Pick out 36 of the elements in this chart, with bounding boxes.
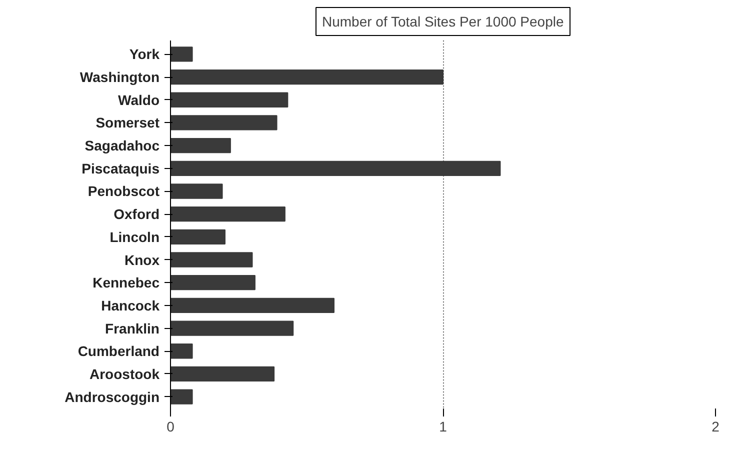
bar bbox=[170, 344, 193, 359]
y-tick-label: Cumberland bbox=[78, 343, 160, 360]
bar bbox=[170, 160, 501, 176]
bar bbox=[170, 366, 275, 382]
bar bbox=[170, 320, 294, 336]
x-tick-label: 0 bbox=[166, 418, 175, 434]
bar bbox=[170, 206, 286, 222]
y-tick-label: Washington bbox=[80, 69, 160, 86]
bar bbox=[170, 138, 231, 154]
bar bbox=[170, 69, 444, 85]
x-tick-label: 2 bbox=[712, 418, 720, 434]
y-tick-label: Lincoln bbox=[110, 228, 160, 245]
bar bbox=[170, 92, 288, 108]
chart-title: Number of Total Sites Per 1000 People bbox=[322, 14, 564, 30]
bar bbox=[170, 389, 193, 404]
bar bbox=[170, 275, 256, 290]
y-tick-label: Aroostook bbox=[90, 366, 160, 382]
y-tick-label: Sagadahoc bbox=[84, 138, 160, 154]
y-tick-label: Hancock bbox=[101, 297, 160, 314]
bar bbox=[170, 46, 193, 62]
y-tick-label: Franklin bbox=[105, 320, 160, 336]
y-tick-label: Piscataquis bbox=[82, 160, 160, 176]
y-tick-label: Oxford bbox=[114, 206, 160, 222]
y-tick-label: Somerset bbox=[96, 114, 160, 131]
y-tick-label: Penobscot bbox=[88, 183, 160, 200]
y-tick-label: Waldo bbox=[118, 92, 160, 108]
y-tick-label: Knox bbox=[124, 252, 160, 268]
bar bbox=[170, 184, 223, 199]
x-tick-label: 1 bbox=[439, 418, 448, 434]
bar bbox=[170, 298, 334, 314]
bar bbox=[170, 252, 253, 268]
y-tick-label: Androscoggin bbox=[64, 388, 160, 405]
bar bbox=[170, 115, 278, 130]
y-tick-label: Kennebec bbox=[92, 274, 160, 291]
y-tick-label: York bbox=[129, 46, 160, 62]
bar bbox=[170, 229, 226, 244]
